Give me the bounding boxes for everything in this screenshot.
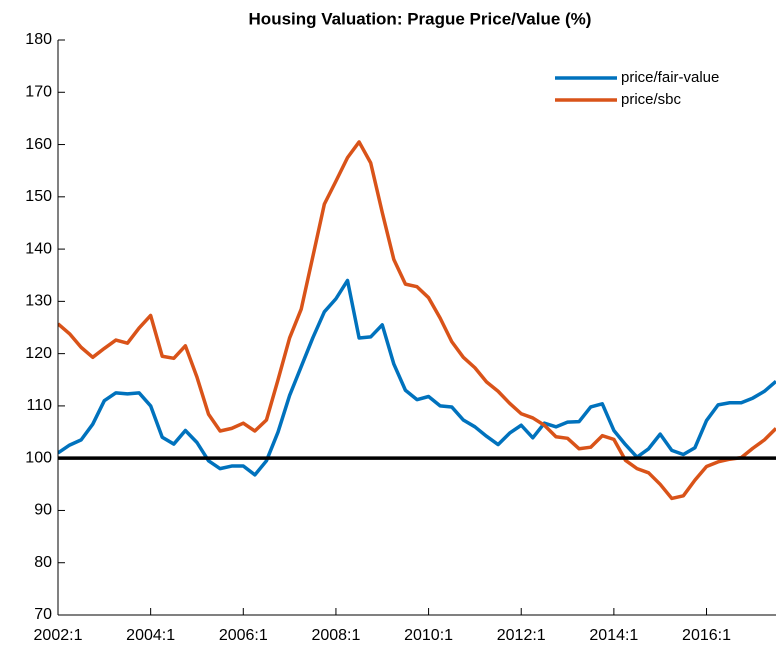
plot-area — [58, 140, 776, 501]
y-tick-label: 130 — [25, 293, 52, 310]
y-tick-label: 90 — [34, 502, 52, 519]
y-tick-label: 180 — [25, 31, 52, 48]
x-tick-label: 2002:1 — [34, 627, 83, 644]
data-line — [58, 140, 776, 501]
legend-label: price/fair-value — [621, 69, 719, 86]
data-line — [58, 278, 776, 477]
y-tick-label: 100 — [25, 449, 52, 466]
y-tick-label: 80 — [34, 554, 52, 571]
x-tick-label: 2004:1 — [126, 627, 175, 644]
x-tick-label: 2012:1 — [497, 627, 546, 644]
x-tick-label: 2006:1 — [219, 627, 268, 644]
y-tick-label: 150 — [25, 188, 52, 205]
legend-label: price/sbc — [621, 91, 682, 108]
x-tick-label: 2010:1 — [404, 627, 453, 644]
x-tick-label: 2014:1 — [589, 627, 638, 644]
y-tick-label: 110 — [26, 397, 52, 414]
y-tick-label: 170 — [25, 83, 52, 100]
chart-title: Housing Valuation: Prague Price/Value (%… — [249, 9, 592, 28]
y-tick-label: 160 — [25, 136, 52, 153]
y-tick-label: 140 — [25, 240, 52, 257]
x-tick-label: 2008:1 — [311, 627, 360, 644]
y-tick-label: 120 — [25, 345, 52, 362]
y-tick-label: 70 — [34, 606, 52, 623]
x-tick-label: 2016:1 — [682, 627, 731, 644]
